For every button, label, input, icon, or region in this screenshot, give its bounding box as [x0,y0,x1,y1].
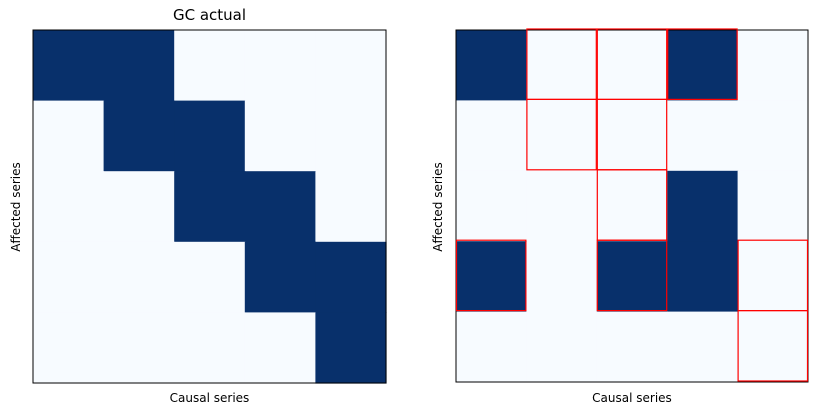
plot-frame [32,29,387,384]
heatmap-cell [596,170,668,242]
heatmap-cell [174,312,246,384]
heatmap-cell [33,241,105,313]
highlight-box [455,239,527,312]
heatmap-cell [244,312,316,384]
highlight-box [526,98,597,171]
heatmap-left [32,29,387,384]
heatmap-cell [456,30,527,101]
heatmap-cell [33,30,105,102]
heatmap-cell [33,312,105,384]
heatmap-cell [737,311,809,383]
heatmap-cell [526,100,598,172]
heatmap-cell [667,30,739,101]
heatmap-cell [244,100,316,172]
heatmap-cell [244,241,316,313]
heatmap-cell [526,241,598,313]
heatmap-right [455,28,809,383]
heatmap-cell [737,241,809,313]
heatmap-cell [456,241,527,313]
heatmap-cell [737,170,809,242]
heatmap-cell [315,312,387,384]
plot-frame [455,29,809,383]
heatmap-cell [596,30,668,101]
heatmap-cell [667,170,739,242]
heatmap-cell [103,171,175,243]
heatmap-cell [174,100,246,172]
heatmap-cell [315,30,387,102]
heatmap-cell [526,30,598,101]
heatmap-cell [244,30,316,102]
heatmap-cell [33,171,105,243]
heatmap-cell [103,30,175,102]
heatmap-cell [103,312,175,384]
heatmap-cell [596,100,668,172]
right-y-axis-label: Affected series [431,162,445,252]
heatmap-cell [526,311,598,383]
heatmap-cell [596,241,668,313]
heatmap-cell [737,100,809,172]
heatmap-cell [667,100,739,172]
heatmap-cell [174,171,246,243]
heatmap-cell [103,100,175,172]
heatmap-cell [315,100,387,172]
heatmap-cell [526,170,598,242]
heatmap-cell [596,311,668,383]
heatmap-cell [174,241,246,313]
highlight-box [596,239,668,312]
heatmap-cell [103,241,175,313]
left-chart-title: GC actual [172,6,247,24]
heatmap-cell [174,30,246,102]
heatmap-cell [315,171,387,243]
heatmap-cell [667,311,739,383]
heatmap-cell [315,241,387,313]
heatmap-cell [244,171,316,243]
heatmap-cell [33,100,105,172]
highlight-box [667,28,738,101]
heatmap-cell [456,100,527,172]
left-y-axis-label: Affected series [9,162,23,252]
heatmap-cell [667,241,739,313]
right-x-axis-label: Causal series [592,391,672,405]
heatmap-cell [456,311,527,383]
highlight-box [737,310,809,382]
heatmap-cell [737,30,809,101]
heatmap-cell [456,170,527,242]
left-x-axis-label: Causal series [169,391,250,405]
